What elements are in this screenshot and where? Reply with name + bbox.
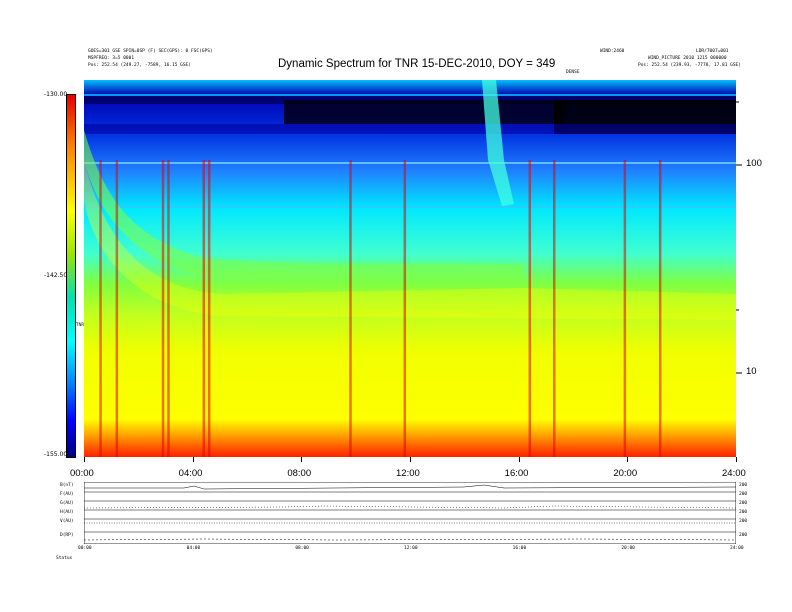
header-left-line2: MSPFREQ: 3=5 0001	[88, 56, 135, 61]
burst-streak	[552, 160, 556, 457]
chart-title: Dynamic Spectrum for TNR 15-DEC-2010, DO…	[278, 58, 556, 70]
panel-right-4: 200	[739, 519, 748, 524]
panel-x-tick-label: 16:00	[512, 546, 527, 551]
x-tick-label: 16:00	[504, 468, 529, 479]
x-tick-label: 24:00	[722, 468, 746, 479]
y-tick-10: 10	[746, 366, 757, 377]
x-tick-mark	[518, 457, 520, 462]
colorbar	[66, 94, 76, 458]
colorbar-tick-mid: -142.50	[44, 272, 68, 279]
colorbar-label: TNR	[76, 322, 85, 327]
burst-streak	[623, 160, 627, 457]
x-tick-label: 08:00	[287, 468, 312, 479]
x-tick-mark	[627, 457, 629, 462]
panel-label-0: B(nT)	[60, 483, 74, 488]
header-right-line1: WIND:2460	[600, 49, 625, 54]
panel-x-tick-label: 00:00	[78, 546, 92, 551]
x-tick-mark	[301, 457, 303, 462]
x-tick-label: 20:00	[613, 468, 638, 479]
panel-x-tick-label: 20:00	[621, 546, 635, 551]
header-right-line3: Pos: 252.54 (239.93, -7778, 17.81 GSE)	[638, 63, 741, 68]
x-tick-mark	[192, 457, 194, 462]
panel-right-1: 200	[739, 492, 748, 497]
panel-label-2: G(AU)	[60, 501, 74, 506]
y-axis-ticks	[736, 101, 742, 374]
panel-footer-label: Status	[56, 556, 73, 561]
burst-streak	[403, 160, 407, 457]
panel-right-3: 200	[739, 510, 748, 515]
burst-streak	[115, 160, 119, 457]
x-tick-mark	[736, 457, 737, 462]
header-right-line2: WIND_PICTURE 2010 1215 000000	[648, 56, 727, 61]
burst-streak	[161, 160, 165, 457]
burst-streak	[658, 160, 662, 457]
burst-streak	[167, 160, 170, 457]
burst-streak	[99, 160, 102, 457]
x-tick-label: 12:00	[396, 468, 420, 479]
colorbar-tick-bottom: -155.00	[44, 451, 68, 458]
panel-x-tick-label: 12:00	[404, 546, 418, 551]
panel-label-5: D(RP)	[60, 533, 74, 538]
panel-x-tick-label: 24:00	[730, 546, 744, 551]
burst-streak	[202, 160, 206, 457]
panel-x-tick-label: 04:00	[186, 546, 201, 551]
burst-streak	[349, 160, 352, 457]
data-panels	[84, 482, 736, 544]
panel-right-5: 200	[739, 533, 748, 538]
x-tick-label: 00:00	[70, 468, 94, 479]
burst-streak	[528, 160, 532, 457]
x-tick-label: 04:00	[178, 468, 203, 479]
header-right-corner: LDR/7007=001	[696, 49, 729, 54]
y-tick-100: 100	[746, 158, 762, 169]
header-left-line3: Pos: 252.54 (249.27, -7589, 16.15 GSE)	[88, 63, 191, 68]
panel-right-0: 200	[739, 483, 748, 488]
center-mark: DENSE	[566, 70, 580, 75]
spectrogram	[84, 80, 736, 457]
burst-streak	[207, 160, 211, 457]
panel-right-2: 200	[739, 501, 748, 506]
colorbar-tick-top: -130.00	[44, 91, 68, 98]
x-tick-mark	[410, 457, 411, 462]
header-left-line1: GOES=301 GSE SPIN=0SP (F) SEC(GPS): 0 FS…	[88, 49, 213, 54]
panel-x-tick-label: 08:00	[295, 546, 309, 551]
x-tick-mark	[84, 457, 85, 462]
panel-label-4: V(AU)	[60, 519, 74, 524]
panel-label-3: H(AU)	[60, 510, 74, 515]
panel-label-1: F(AU)	[60, 492, 74, 497]
